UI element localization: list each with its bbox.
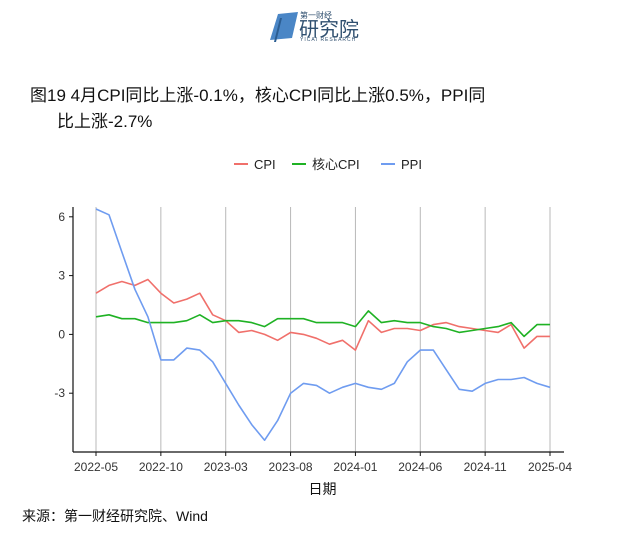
legend-label-cpi: CPI [254,157,276,172]
legend-label-core-cpi: 核心CPI [312,157,360,172]
y-tick-label: 0 [58,327,65,341]
source-note: 来源：第一财经研究院、Wind [22,508,208,524]
figure-title: 图19 4月CPI同比上涨-0.1%，核心CPI同比上涨0.5%，PPI同 比上… [30,83,590,135]
series-line-ppi [95,208,551,442]
chart-ticks: -3 0 3 6 2022-05 2022-10 2023-03 2023-08 2024-01… [54,210,572,474]
chart-legend: CPI 核心CPI PPI [234,157,422,172]
chart-series [95,208,551,442]
chart-axes [72,207,564,453]
x-tick-label: 2022-10 [139,460,183,474]
figure-title-line1: 图19 4月CPI同比上涨-0.1%，核心CPI同比上涨0.5%，PPI同 [30,86,486,105]
brand-logo [270,12,298,42]
series-line-core-cpi [95,310,550,338]
brand-small-text: 第一财经 [300,11,332,20]
x-tick-label: 2024-06 [398,460,442,474]
x-tick-label: 2023-08 [269,460,313,474]
x-tick-label: 2023-03 [204,460,248,474]
brand-main-text: 研究院 [299,17,359,41]
series-line-cpi [95,278,550,351]
x-axis-title: 日期 [309,481,337,497]
y-tick-label: 3 [58,269,65,283]
y-tick-label: -3 [54,386,65,400]
brand-en-text: YICAI RESEARCH [300,37,357,43]
x-tick-label: 2025-04 [528,460,572,474]
x-tick-label: 2022-05 [74,460,118,474]
x-tick-label: 2024-11 [464,460,507,474]
x-tick-label: 2024-01 [333,460,377,474]
legend-label-ppi: PPI [401,157,422,172]
chart-grid [95,207,551,452]
y-tick-label: 6 [58,210,65,224]
figure-title-line2: 比上涨-2.7% [57,112,153,131]
